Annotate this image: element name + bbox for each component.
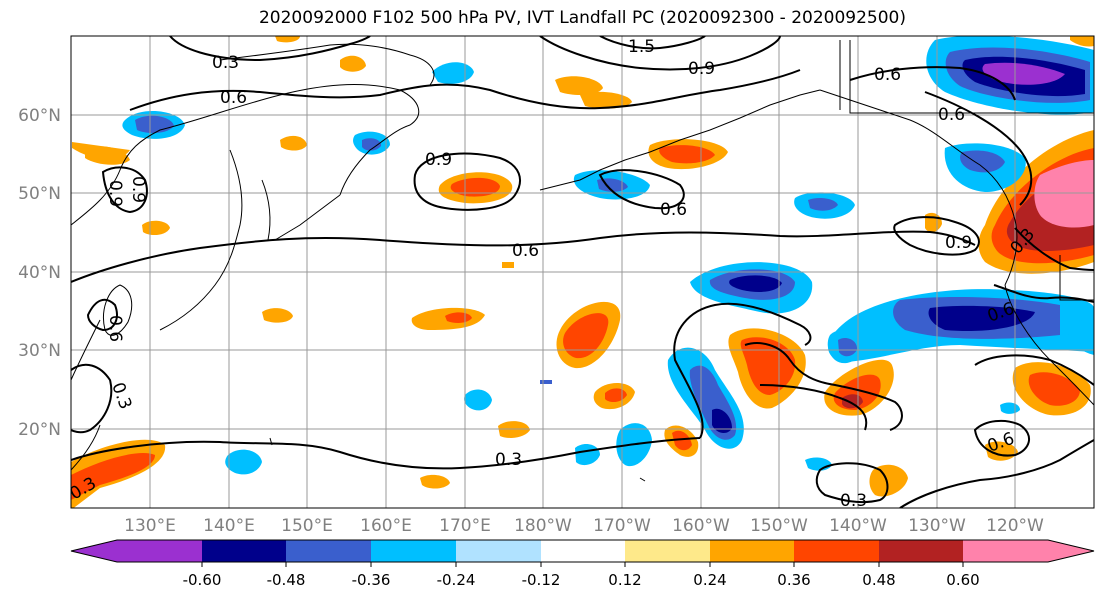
colorbar-segment (794, 540, 879, 562)
contour-label: 1.5 (628, 37, 655, 57)
longitude-labels: 130°E 140°E 150°E 160°E 170°E 180°W 170°… (124, 516, 1044, 536)
contour-label: 0.3 (840, 491, 867, 511)
colorbar-tick-label: -0.60 (183, 571, 222, 589)
lon-label: 140°E (203, 516, 255, 536)
colorbar-segment (202, 540, 286, 562)
contour-label: 0.9 (688, 59, 715, 79)
colorbar-segment (371, 540, 456, 562)
map-title: 2020092000 F102 500 hPa PV, IVT Landfall… (258, 8, 906, 28)
lon-label: 170°E (439, 516, 491, 536)
colorbar-ticks (201, 562, 964, 567)
lon-label: 180°W (514, 516, 572, 536)
colorbar-tick-label: 0.24 (693, 571, 726, 589)
colorbar-segment (71, 540, 202, 562)
lon-label: 120°W (986, 516, 1044, 536)
contour-label: 0.9 (105, 180, 125, 207)
colorbar-segment (625, 540, 710, 562)
colorbar-tick-label: -0.12 (522, 571, 561, 589)
colorbar-segment (541, 540, 625, 562)
colorbar-outline (70, 539, 1095, 563)
contour-label: 0.9 (425, 150, 452, 170)
colorbar-tick-label: -0.48 (267, 571, 306, 589)
lat-label: 60°N (18, 106, 61, 126)
colorbar-segment (710, 540, 794, 562)
contour-label: 0.9 (128, 176, 148, 203)
lon-label: 130°E (124, 516, 176, 536)
lat-label: 30°N (18, 341, 61, 361)
negative-anomaly-midlat-band (828, 289, 1094, 362)
colorbar-tick-labels: -0.60 -0.48 -0.36 -0.24 -0.12 0.12 0.24 … (183, 571, 980, 589)
contour-label: 0.6 (874, 65, 901, 85)
contour-label: 0.6 (938, 105, 965, 125)
colorbar-segment (879, 540, 963, 562)
contour-label: 0.6 (512, 241, 539, 261)
lat-label: 50°N (18, 184, 61, 204)
colorbar-tick-label: 0.12 (608, 571, 641, 589)
colorbar-segment (286, 540, 371, 562)
pv-contours (71, 36, 1094, 508)
contour-label: 0.3 (495, 450, 522, 470)
colorbar-tick-label: -0.36 (352, 571, 391, 589)
negative-anomaly-northeast (926, 36, 1094, 115)
map-frame (70, 35, 1095, 509)
colorbar-tick-label: 0.48 (862, 571, 895, 589)
colorbar-tick-label: 0.36 (777, 571, 810, 589)
lat-label: 40°N (18, 263, 61, 283)
colorbar: -0.60 -0.48 -0.36 -0.24 -0.12 0.12 0.24 … (70, 539, 1095, 589)
contour-label: 0.6 (660, 200, 687, 220)
lon-label: 150°E (281, 516, 333, 536)
lon-label: 170°W (593, 516, 651, 536)
colorbar-tick-label: 0.60 (946, 571, 979, 589)
latitude-labels: 60°N 50°N 40°N 30°N 20°N (18, 106, 61, 440)
lat-label: 20°N (18, 420, 61, 440)
lon-label: 160°W (672, 516, 730, 536)
lon-label: 140°W (829, 516, 887, 536)
contour-label: 0.6 (105, 315, 125, 342)
contour-label: 0.3 (212, 53, 239, 73)
colorbar-tick-label: -0.24 (437, 571, 476, 589)
map-area: 0.3 0.6 0.9 1.5 0.9 0.6 0.6 0.9 0.6 0.6 … (67, 35, 1095, 511)
lon-label: 150°W (750, 516, 808, 536)
lon-label: 160°E (360, 516, 412, 536)
colorbar-segment (963, 540, 1094, 562)
coastlines (71, 40, 1094, 482)
lon-label: 130°W (908, 516, 966, 536)
graticule (71, 36, 1094, 508)
contour-label: 0.9 (945, 233, 972, 253)
contour-label: 0.6 (220, 88, 247, 108)
colorbar-segment (456, 540, 541, 562)
